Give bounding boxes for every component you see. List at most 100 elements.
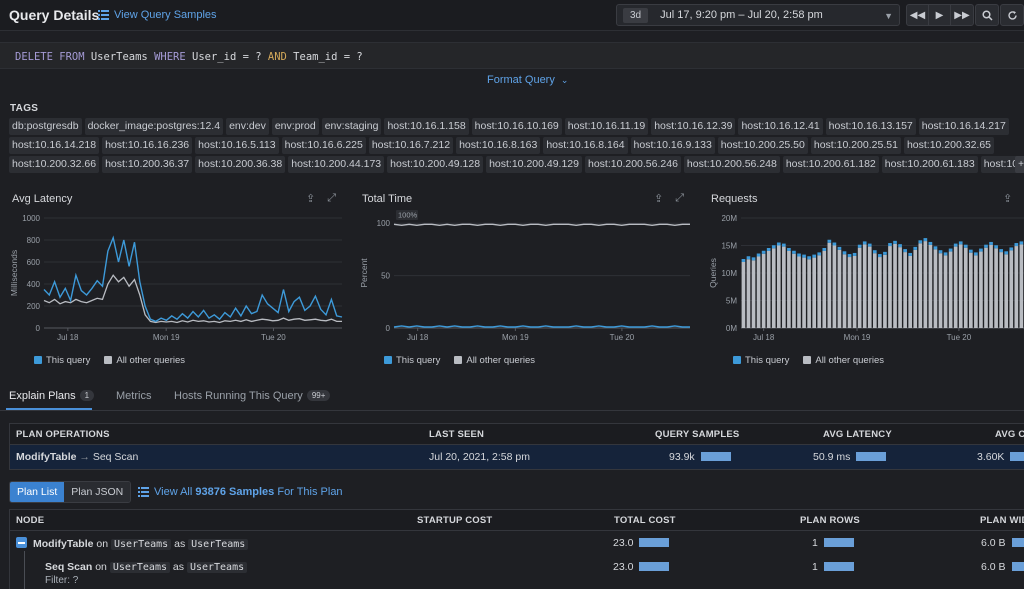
tag[interactable]: host:10.16.6.225 xyxy=(281,137,366,154)
tag[interactable]: env:staging xyxy=(321,118,382,135)
column-header[interactable]: LAST SEEN xyxy=(429,429,485,440)
tag[interactable]: host:10.200.56.248 xyxy=(683,156,780,173)
bar-this-query xyxy=(746,256,751,260)
time-range-picker[interactable]: 3d Jul 17, 9:20 pm – Jul 20, 2:58 pm ▼ xyxy=(616,4,900,26)
tag[interactable]: host:10.16.12.41 xyxy=(738,118,823,135)
tag[interactable]: host:10.16.14.218 xyxy=(9,137,100,154)
bar-other-queries xyxy=(984,247,988,328)
tag[interactable]: host:10.200.44.173 xyxy=(288,156,385,173)
tag[interactable]: host:10.200.25.50 xyxy=(717,137,808,154)
tag[interactable]: host:10.200.49.128 xyxy=(387,156,484,173)
column-header[interactable]: PLAN WID xyxy=(980,515,1024,526)
bar-other-queries xyxy=(766,251,771,328)
column-header[interactable]: AVG LATENCY xyxy=(823,429,892,440)
y-tick-label: 5M xyxy=(726,297,737,306)
search-zoom-button[interactable] xyxy=(975,4,999,26)
legend-other-queries[interactable]: All other queries xyxy=(803,355,884,366)
table-row[interactable]: ModifyTable → Seq Scan Jul 20, 2021, 2:5… xyxy=(10,445,1024,469)
tag[interactable]: host:10.16.10.169 xyxy=(471,118,562,135)
legend-other-queries[interactable]: All other queries xyxy=(104,355,185,366)
bar-this-query xyxy=(943,252,948,256)
rewind-icon[interactable]: ◀◀ xyxy=(907,5,929,25)
tag[interactable]: host:10.16.16.236 xyxy=(102,137,193,154)
bar-other-queries xyxy=(847,257,852,328)
tag[interactable]: host:10.16.14.217 xyxy=(918,118,1009,135)
view-query-samples-link[interactable]: View Query Samples xyxy=(98,9,217,21)
tab-hosts-running-this-query[interactable]: Hosts Running This Query 99+ xyxy=(174,390,331,402)
tag[interactable]: host:10.16.11.19 xyxy=(564,118,649,135)
plan-json-button[interactable]: Plan JSON xyxy=(64,482,131,502)
table-row[interactable]: Seq Scan on UserTeams as UserTeams Filte… xyxy=(10,551,1024,589)
bar-this-query xyxy=(984,244,988,248)
column-header[interactable]: TOTAL COST xyxy=(614,515,676,526)
tag[interactable]: host:10.200.61.182 xyxy=(782,156,879,173)
bar-other-queries xyxy=(746,259,751,328)
legend-other-queries[interactable]: All other queries xyxy=(454,355,535,366)
tag[interactable]: db:postgresdb xyxy=(9,118,82,135)
tag[interactable]: host:10.16.13.157 xyxy=(825,118,916,135)
bar-this-query xyxy=(867,243,872,247)
series-line-this-query xyxy=(393,325,690,328)
expand-icon[interactable]: ⤢ xyxy=(327,192,337,204)
search-icon[interactable] xyxy=(976,5,998,25)
tag[interactable]: host:10.16.7.212 xyxy=(368,137,454,154)
table-row[interactable]: ModifyTable on UserTeams as UserTeams 23… xyxy=(10,531,1024,555)
chart-title: Requests xyxy=(711,193,758,205)
column-header[interactable]: PLAN ROWS xyxy=(800,515,860,526)
legend-this-query[interactable]: This query xyxy=(733,355,789,366)
expand-icon[interactable]: ⤢ xyxy=(675,192,685,204)
column-header[interactable]: QUERY SAMPLES xyxy=(655,429,740,440)
refresh-icon[interactable] xyxy=(1001,5,1023,25)
bar-this-query xyxy=(893,240,897,244)
bar-other-queries xyxy=(822,251,827,328)
export-icon[interactable]: ⇪ xyxy=(306,193,316,205)
top-bar: Query Details View Query Samples 3d Jul … xyxy=(0,0,1024,31)
tag[interactable]: host:10.200.56.246 xyxy=(585,156,681,173)
refresh-button[interactable] xyxy=(1000,4,1024,26)
tag[interactable]: host:10.200.36.38 xyxy=(195,156,286,173)
tag[interactable]: host:10.16.5.113 xyxy=(195,137,279,154)
format-query-button[interactable]: Format Query ⌄ xyxy=(487,74,568,86)
tag[interactable]: host:10.16.8.163 xyxy=(456,137,541,154)
more-tags-button[interactable]: + xyxy=(1015,156,1024,173)
tags-list: db:postgresdb docker_image:postgres:12.4 e… xyxy=(9,118,1024,173)
bar-other-queries xyxy=(888,246,892,328)
tab-metrics[interactable]: Metrics xyxy=(116,390,151,402)
play-icon[interactable]: ▶ xyxy=(929,5,951,25)
tag[interactable]: host:10.200.25.51 xyxy=(810,137,901,154)
tag[interactable]: host:10.16.1.158 xyxy=(384,118,469,135)
export-icon[interactable]: ⇪ xyxy=(654,193,664,205)
bar-other-queries xyxy=(776,245,781,328)
tab-label: Hosts Running This Query xyxy=(174,390,303,402)
column-header[interactable]: PLAN OPERATIONS xyxy=(16,429,110,440)
view-all-samples-link[interactable]: View All 93876 Samples For This Plan xyxy=(138,486,343,498)
tag[interactable]: host:10.200.32.66 xyxy=(9,156,100,173)
bar-other-queries xyxy=(918,243,923,328)
tab-explain-plans[interactable]: Explain Plans 1 xyxy=(9,390,95,402)
tag[interactable]: host:10.200.49.129 xyxy=(486,156,582,173)
bar-this-query xyxy=(792,250,796,254)
legend-this-query[interactable]: This query xyxy=(34,355,90,366)
tag[interactable]: host:10.16.12.39 xyxy=(651,118,736,135)
column-header[interactable]: STARTUP COST xyxy=(417,515,493,526)
bar-this-query xyxy=(751,257,756,261)
fast-forward-icon[interactable]: ▶▶ xyxy=(954,9,970,21)
tag[interactable]: host:10.200.... xyxy=(980,156,1024,173)
tag[interactable]: host:10.16.9.133 xyxy=(630,137,715,154)
bar-this-query xyxy=(999,249,1003,253)
export-icon[interactable]: ⇪ xyxy=(1003,193,1013,205)
legend-this-query[interactable]: This query xyxy=(384,355,440,366)
bar-other-queries xyxy=(741,262,746,328)
y-tick-label: 1000 xyxy=(22,214,40,223)
tag[interactable]: host:10.200.36.37 xyxy=(102,156,193,173)
column-header[interactable]: AVG CO xyxy=(995,429,1024,440)
column-header[interactable]: NODE xyxy=(16,515,45,526)
tag[interactable]: host:10.200.32.65 xyxy=(903,137,995,154)
tag[interactable]: env:prod xyxy=(271,118,319,135)
tag[interactable]: docker_image:postgres:12.4 xyxy=(84,118,224,135)
tag[interactable]: host:10.200.61.183 xyxy=(881,156,978,173)
tag[interactable]: env:dev xyxy=(226,118,269,135)
tag[interactable]: host:10.16.8.164 xyxy=(543,137,628,154)
plan-list-button[interactable]: Plan List xyxy=(10,482,65,502)
collapse-icon[interactable] xyxy=(16,537,27,548)
